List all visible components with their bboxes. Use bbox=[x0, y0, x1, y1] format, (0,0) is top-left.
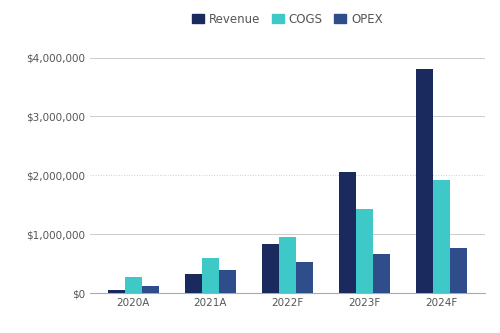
Bar bbox=[450, 248, 467, 293]
Bar bbox=[219, 270, 236, 293]
Bar bbox=[339, 172, 356, 293]
Bar bbox=[185, 274, 202, 293]
Bar bbox=[142, 286, 159, 293]
Legend: Revenue, COGS, OPEX: Revenue, COGS, OPEX bbox=[188, 8, 388, 30]
Bar bbox=[416, 69, 433, 293]
Bar bbox=[279, 236, 296, 293]
Bar bbox=[433, 180, 450, 293]
Bar bbox=[108, 290, 125, 293]
Bar bbox=[296, 262, 313, 293]
Bar bbox=[262, 244, 279, 293]
Bar bbox=[356, 209, 373, 293]
Bar bbox=[373, 254, 390, 293]
Bar bbox=[125, 277, 142, 293]
Bar bbox=[202, 258, 219, 293]
